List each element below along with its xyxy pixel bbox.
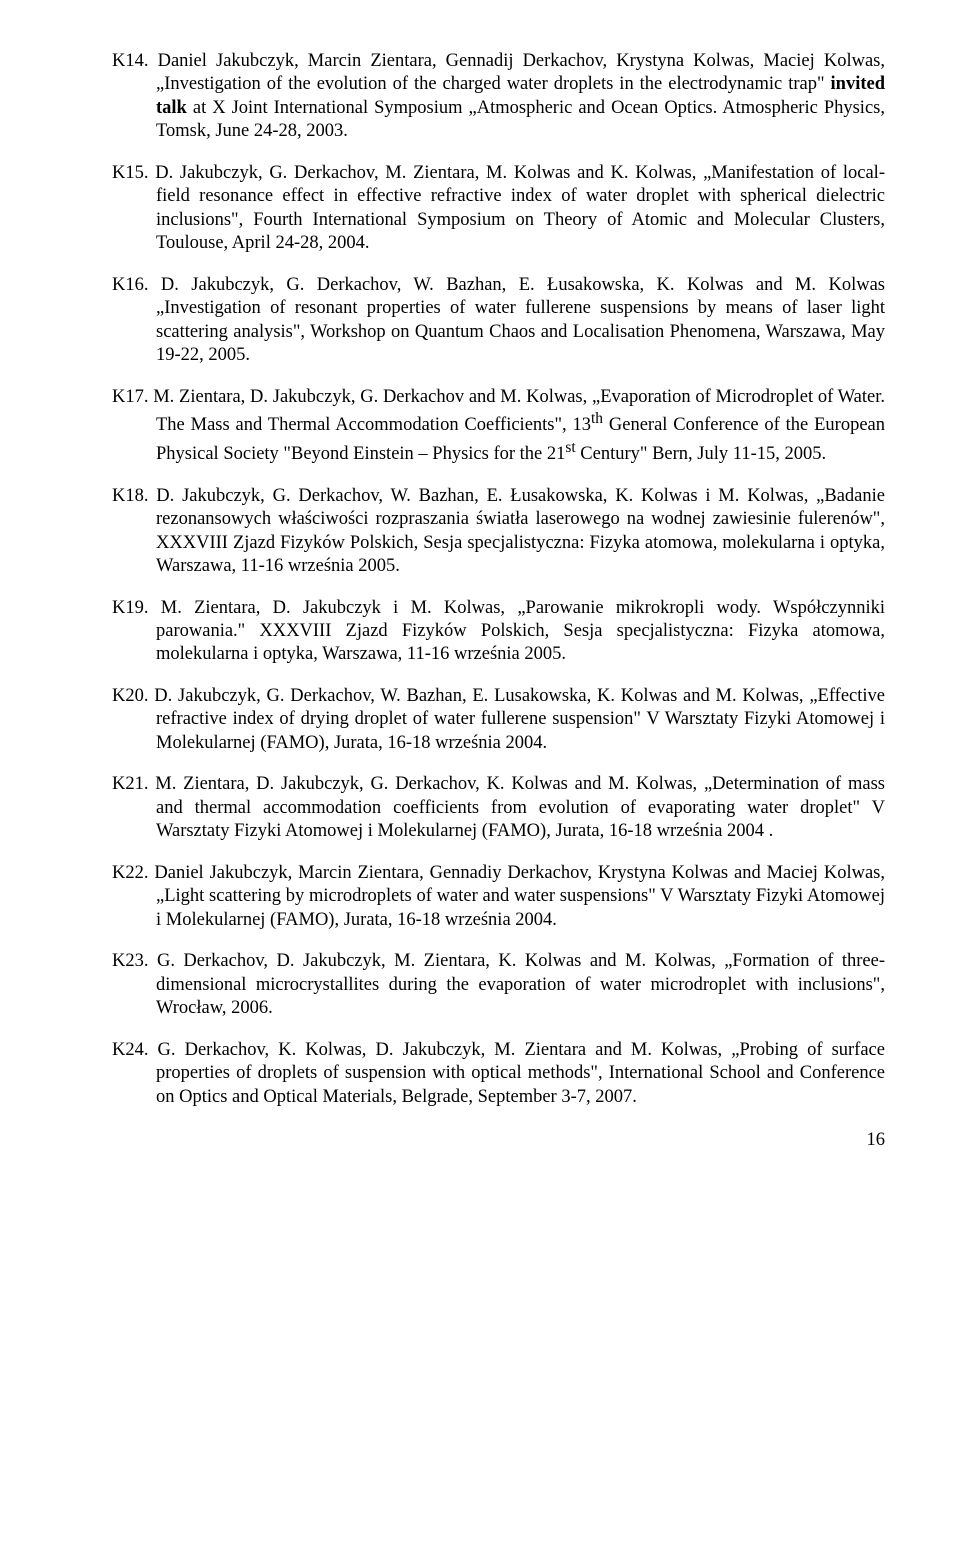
bibliography-entry-K16: K16. D. Jakubczyk, G. Derkachov, W. Bazh… [112,274,885,368]
entry-text-prefix: Daniel Jakubczyk, Marcin Zientara, Genna… [156,51,885,94]
entry-text: M. Zientara, D. Jakubczyk, G. Derkachov,… [155,774,885,841]
entry-text: G. Derkachov, D. Jakubczyk, M. Zientara,… [156,951,885,1018]
entry-text: M. Zientara, D. Jakubczyk i M. Kolwas, „… [156,598,885,665]
bibliography-entry-K23: K23. G. Derkachov, D. Jakubczyk, M. Zien… [112,950,885,1020]
bibliography-entry-K24: K24. G. Derkachov, K. Kolwas, D. Jakubcz… [112,1039,885,1109]
entry-label: K23. [112,951,157,971]
entry-text: M. Zientara, D. Jakubczyk, G. Derkachov … [153,387,885,464]
entry-text: G. Derkachov, K. Kolwas, D. Jakubczyk, M… [156,1040,885,1107]
bibliography-list: K14. Daniel Jakubczyk, Marcin Zientara, … [112,50,885,1109]
entry-label: K14. [112,51,158,71]
bibliography-entry-K22: K22. Daniel Jakubczyk, Marcin Zientara, … [112,862,885,932]
entry-text: D. Jakubczyk, G. Derkachov, W. Bazhan, E… [156,486,885,576]
entry-text: D. Jakubczyk, G. Derkachov, W. Bazhan, E… [154,686,885,753]
entry-text: Daniel Jakubczyk, Marcin Zientara, Genna… [154,863,885,930]
entry-label: K21. [112,774,155,794]
bibliography-entry-K15: K15. D. Jakubczyk, G. Derkachov, M. Zien… [112,162,885,256]
entry-label: K15. [112,163,155,183]
entry-label: K16. [112,275,161,295]
entry-label: K20. [112,686,154,706]
entry-label: K24. [112,1040,158,1060]
entry-text-suffix: at X Joint International Symposium „Atmo… [156,98,885,141]
entry-label: K18. [112,486,156,506]
bibliography-entry-K20: K20. D. Jakubczyk, G. Derkachov, W. Bazh… [112,685,885,755]
bibliography-entry-K18: K18. D. Jakubczyk, G. Derkachov, W. Bazh… [112,485,885,579]
page-number: 16 [112,1129,885,1152]
bibliography-entry-K17: K17. M. Zientara, D. Jakubczyk, G. Derka… [112,386,885,467]
entry-label: K19. [112,598,161,618]
entry-label: K17. [112,387,153,407]
entry-text: D. Jakubczyk, G. Derkachov, M. Zientara,… [155,163,885,253]
bibliography-entry-K21: K21. M. Zientara, D. Jakubczyk, G. Derka… [112,773,885,843]
entry-text: D. Jakubczyk, G. Derkachov, W. Bazhan, E… [156,275,885,365]
entry-label: K22. [112,863,154,883]
bibliography-entry-K14: K14. Daniel Jakubczyk, Marcin Zientara, … [112,50,885,144]
bibliography-entry-K19: K19. M. Zientara, D. Jakubczyk i M. Kolw… [112,597,885,667]
